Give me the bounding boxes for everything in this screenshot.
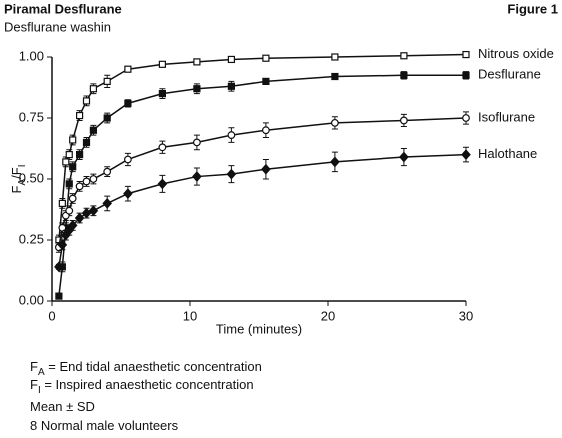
marker <box>88 205 99 217</box>
marker <box>330 156 340 168</box>
x-tick-label: 30 <box>459 308 473 323</box>
marker <box>54 261 64 273</box>
marker <box>461 149 471 161</box>
marker <box>193 58 201 66</box>
series-label: Halothane <box>478 146 537 161</box>
y-tick-label: 0.25 <box>19 231 44 246</box>
marker <box>89 175 98 183</box>
marker <box>157 178 168 190</box>
note-part: 8 Normal male volunteers <box>30 418 179 433</box>
marker <box>74 212 85 224</box>
marker <box>103 114 111 122</box>
marker <box>103 77 111 86</box>
series-label: Nitrous oxide <box>478 46 554 61</box>
marker <box>65 206 74 215</box>
note: FI = Inspired anaesthetic concentration <box>30 377 254 395</box>
subscript: A <box>17 179 28 186</box>
marker <box>55 292 63 300</box>
series-label: Desflurane <box>478 67 541 82</box>
marker <box>69 163 77 171</box>
marker <box>58 223 67 232</box>
marker <box>400 116 408 125</box>
series-line <box>58 74 466 297</box>
marker <box>331 72 339 81</box>
marker <box>400 71 408 79</box>
note: Mean ± SD <box>30 399 95 414</box>
marker <box>331 53 339 61</box>
note-part: Mean ± SD <box>30 399 95 414</box>
label-part: /F <box>9 167 24 179</box>
marker <box>158 60 166 68</box>
marker <box>103 167 112 176</box>
marker <box>462 114 470 122</box>
note-part: = End tidal anaesthetic concentration <box>45 359 262 374</box>
marker <box>62 158 70 166</box>
marker <box>68 194 77 203</box>
marker <box>81 207 92 219</box>
marker <box>158 89 166 98</box>
note: FA = End tidal anaesthetic concentration <box>30 359 262 377</box>
x-tick-label: 20 <box>321 308 335 323</box>
marker <box>75 182 84 191</box>
marker <box>67 219 78 231</box>
marker <box>124 65 132 73</box>
y-tick-label: 0.75 <box>19 109 44 124</box>
marker <box>123 188 133 200</box>
note-part: = Inspired anaesthetic concentration <box>41 377 254 392</box>
marker <box>331 118 339 127</box>
note-part: F <box>30 359 38 374</box>
marker <box>192 138 201 147</box>
label-part: F <box>9 185 24 193</box>
marker <box>227 55 235 64</box>
subscript: A <box>38 367 45 378</box>
marker <box>69 136 77 144</box>
marker <box>227 82 235 90</box>
chart-subtitle: Desflurane washin <box>4 19 111 34</box>
marker <box>89 85 98 93</box>
y-tick-label: 0.50 <box>19 170 44 185</box>
y-tick-label: 1.00 <box>19 48 44 63</box>
chart-title: Piramal Desflurane <box>4 1 122 16</box>
marker <box>75 111 84 120</box>
marker <box>82 97 91 105</box>
marker <box>399 151 409 163</box>
marker <box>82 138 91 146</box>
marker <box>65 151 73 159</box>
marker <box>262 77 270 86</box>
marker <box>57 239 68 251</box>
marker <box>262 126 270 135</box>
note-part: F <box>30 377 38 392</box>
marker <box>193 85 201 93</box>
marker <box>261 163 271 175</box>
marker <box>65 180 73 188</box>
marker <box>262 54 270 62</box>
marker <box>227 131 236 139</box>
marker <box>89 126 98 134</box>
marker <box>102 197 113 209</box>
marker <box>192 171 202 182</box>
marker <box>82 177 91 186</box>
marker <box>462 71 470 79</box>
marker <box>124 99 132 107</box>
marker <box>400 52 408 60</box>
marker <box>462 50 470 59</box>
marker <box>123 155 132 164</box>
subscript: I <box>17 165 28 168</box>
series-label: Isoflurane <box>478 109 535 124</box>
x-tick-label: 0 <box>48 308 55 323</box>
figure-label: Figure 1 <box>507 1 558 16</box>
marker <box>58 199 66 207</box>
marker <box>226 168 237 180</box>
y-axis-label: FA/FI <box>9 165 27 194</box>
x-tick-label: 10 <box>183 308 197 323</box>
x-axis-label: Time (minutes) <box>216 321 302 336</box>
marker <box>158 143 167 152</box>
subscript: I <box>38 385 41 396</box>
series-line <box>58 153 467 267</box>
note: 8 Normal male volunteers <box>30 418 179 433</box>
series-line <box>58 117 467 248</box>
y-tick-label: 0.00 <box>19 292 44 307</box>
marker <box>75 151 84 159</box>
